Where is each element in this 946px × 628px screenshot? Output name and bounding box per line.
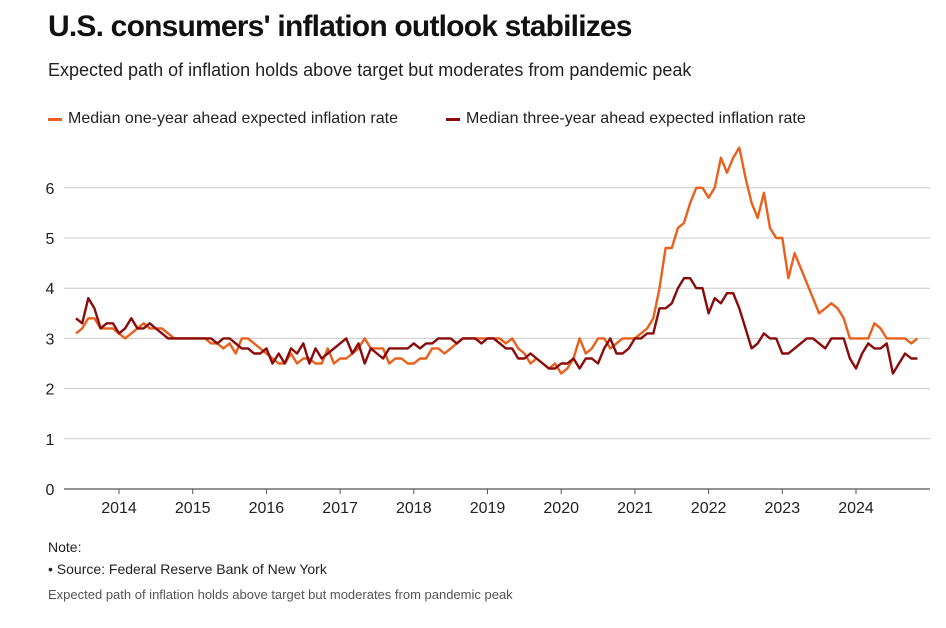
x-tick-label: 2024: [838, 500, 874, 517]
x-tick-label: 2023: [765, 500, 801, 517]
x-tick-label: 2022: [691, 500, 727, 517]
x-tick-label: 2021: [617, 500, 653, 517]
x-tick-label: 2020: [543, 500, 579, 517]
legend-swatch-one-year: [48, 117, 62, 121]
y-tick-label: 5: [46, 231, 55, 248]
y-tick-label: 3: [46, 331, 55, 348]
x-tick-label: 2019: [470, 500, 506, 517]
note-heading: Note:: [48, 539, 82, 555]
legend-label-one-year: Median one-year ahead expected inflation…: [68, 110, 398, 127]
footer-caption: Expected path of inflation holds above t…: [48, 587, 513, 602]
series-line-three-year: [75, 277, 918, 375]
y-tick-label: 1: [46, 432, 55, 449]
note-source: • Source: Federal Reserve Bank of New Yo…: [48, 561, 327, 577]
legend-swatch-three-year: [446, 117, 460, 121]
x-tick-label: 2014: [101, 500, 137, 517]
x-tick-label: 2015: [175, 500, 211, 517]
chart-title: U.S. consumers' inflation outlook stabil…: [48, 10, 633, 43]
legend-item-three-year: Median three-year ahead expected inflati…: [446, 110, 806, 128]
x-tick-label: 2017: [322, 500, 358, 517]
legend-item-one-year: Median one-year ahead expected inflation…: [48, 110, 398, 128]
y-tick-label: 2: [46, 382, 55, 399]
y-tick-label: 0: [46, 482, 55, 499]
x-tick-label: 2016: [249, 500, 285, 517]
chart-subtitle: Expected path of inflation holds above t…: [48, 60, 692, 80]
legend-label-three-year: Median three-year ahead expected inflati…: [466, 110, 806, 127]
y-tick-label: 4: [46, 281, 55, 298]
y-tick-label: 6: [46, 181, 55, 198]
x-tick-label: 2018: [396, 500, 432, 517]
